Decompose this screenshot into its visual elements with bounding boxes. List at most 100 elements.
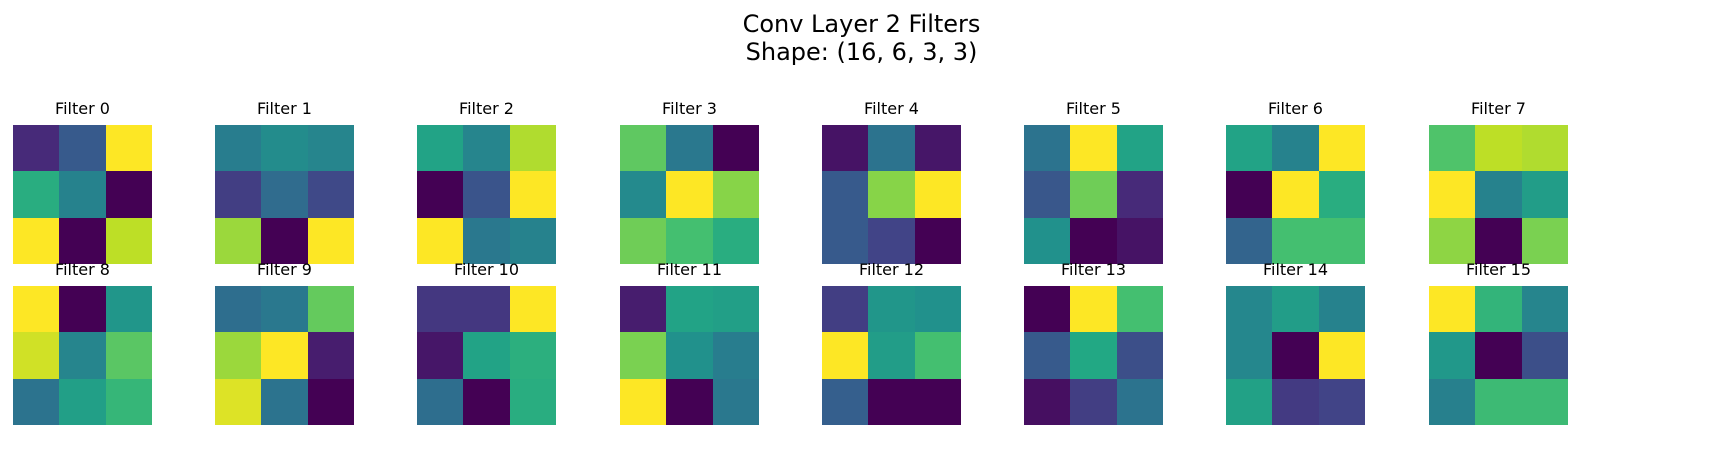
heatmap-cell <box>215 286 262 333</box>
heatmap-cell <box>868 217 915 264</box>
heatmap-cell <box>417 286 464 333</box>
heatmap-cell <box>1024 332 1071 379</box>
heatmap-cell <box>666 332 713 379</box>
heatmap-cell <box>463 217 510 264</box>
heatmap-cell <box>59 378 106 425</box>
heatmap-cell <box>822 171 869 218</box>
heatmap-cell <box>261 171 308 218</box>
filter-heatmap <box>215 125 354 264</box>
heatmap-cell <box>1226 125 1273 172</box>
heatmap-cell <box>1475 332 1522 379</box>
filter-title: Filter 3 <box>662 99 717 118</box>
heatmap-cell <box>59 332 106 379</box>
heatmap-cell <box>1521 217 1568 264</box>
heatmap-cell <box>1429 125 1476 172</box>
heatmap-cell <box>417 217 464 264</box>
heatmap-cell <box>1024 378 1071 425</box>
heatmap-cell <box>1475 378 1522 425</box>
heatmap-cell <box>1521 378 1568 425</box>
filter-heatmap <box>417 286 556 425</box>
heatmap-cell <box>463 171 510 218</box>
heatmap-cell <box>666 286 713 333</box>
filter-title: Filter 11 <box>656 260 723 279</box>
heatmap-cell <box>822 217 869 264</box>
filter-title: Filter 10 <box>453 260 520 279</box>
heatmap-cell <box>105 378 152 425</box>
filter-title: Filter 7 <box>1471 99 1526 118</box>
heatmap-cell <box>1116 332 1163 379</box>
heatmap-cell <box>1116 286 1163 333</box>
heatmap-cell <box>1429 378 1476 425</box>
heatmap-cell <box>620 378 667 425</box>
heatmap-cell <box>1272 332 1319 379</box>
heatmap-cell <box>1318 171 1365 218</box>
heatmap-cell <box>1318 217 1365 264</box>
filter-title: Filter 1 <box>257 99 312 118</box>
heatmap-cell <box>307 171 354 218</box>
heatmap-cell <box>1226 171 1273 218</box>
heatmap-cell <box>620 125 667 172</box>
heatmap-cell <box>307 125 354 172</box>
filter-heatmap <box>13 125 152 264</box>
heatmap-cell <box>1318 125 1365 172</box>
heatmap-cell <box>666 125 713 172</box>
heatmap-cell <box>261 286 308 333</box>
heatmap-cell <box>666 378 713 425</box>
filter-title: Filter 2 <box>459 99 514 118</box>
heatmap-cell <box>13 171 60 218</box>
heatmap-cell <box>59 217 106 264</box>
heatmap-cell <box>914 286 961 333</box>
heatmap-cell <box>914 378 961 425</box>
heatmap-cell <box>215 171 262 218</box>
heatmap-cell <box>1070 125 1117 172</box>
heatmap-cell <box>712 286 759 333</box>
heatmap-cell <box>620 332 667 379</box>
heatmap-cell <box>307 217 354 264</box>
heatmap-cell <box>13 286 60 333</box>
heatmap-cell <box>914 125 961 172</box>
heatmap-cell <box>1272 125 1319 172</box>
heatmap-cell <box>13 217 60 264</box>
heatmap-cell <box>105 171 152 218</box>
heatmap-cell <box>868 171 915 218</box>
heatmap-cell <box>1024 217 1071 264</box>
heatmap-cell <box>417 125 464 172</box>
heatmap-cell <box>1070 378 1117 425</box>
filter-heatmap <box>1024 286 1163 425</box>
heatmap-cell <box>509 286 556 333</box>
heatmap-cell <box>712 332 759 379</box>
heatmap-cell <box>868 286 915 333</box>
heatmap-cell <box>1070 332 1117 379</box>
heatmap-cell <box>1475 286 1522 333</box>
heatmap-cell <box>215 217 262 264</box>
heatmap-cell <box>1116 378 1163 425</box>
filter-title: Filter 4 <box>864 99 919 118</box>
heatmap-cell <box>1318 332 1365 379</box>
filter-title: Filter 13 <box>1060 260 1127 279</box>
filter-heatmap <box>1429 125 1568 264</box>
filter-heatmap <box>13 286 152 425</box>
heatmap-cell <box>822 378 869 425</box>
heatmap-cell <box>105 286 152 333</box>
heatmap-cell <box>822 125 869 172</box>
heatmap-cell <box>1272 217 1319 264</box>
heatmap-cell <box>463 286 510 333</box>
heatmap-cell <box>1318 378 1365 425</box>
heatmap-cell <box>509 217 556 264</box>
heatmap-cell <box>1024 125 1071 172</box>
heatmap-cell <box>261 332 308 379</box>
heatmap-cell <box>1116 125 1163 172</box>
heatmap-cell <box>463 125 510 172</box>
filter-title: Filter 12 <box>858 260 925 279</box>
filter-heatmap <box>1226 125 1365 264</box>
figure-title-line-1: Conv Layer 2 Filters <box>742 10 981 38</box>
heatmap-cell <box>1226 217 1273 264</box>
heatmap-cell <box>1429 332 1476 379</box>
heatmap-cell <box>1429 217 1476 264</box>
heatmap-cell <box>712 378 759 425</box>
heatmap-cell <box>1116 217 1163 264</box>
heatmap-cell <box>463 332 510 379</box>
filter-title: Filter 6 <box>1268 99 1323 118</box>
heatmap-cell <box>620 286 667 333</box>
heatmap-cell <box>307 332 354 379</box>
